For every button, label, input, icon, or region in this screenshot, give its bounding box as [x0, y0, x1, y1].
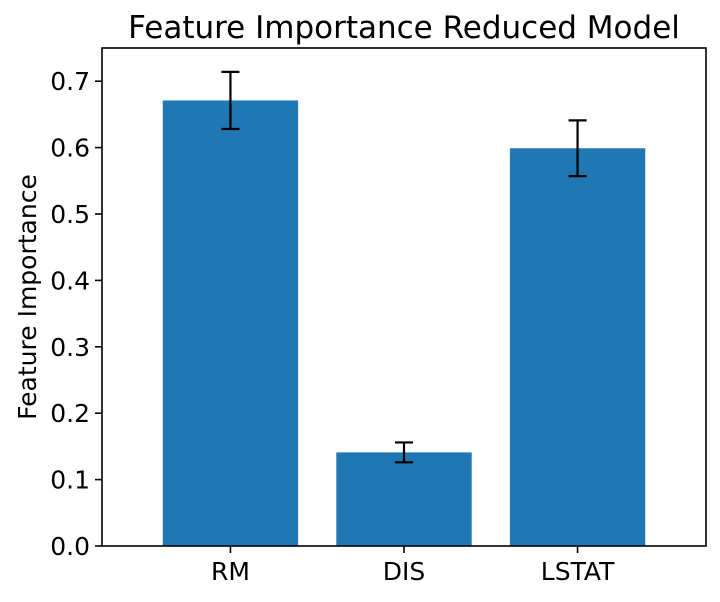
y-tick-label: 0.3: [50, 333, 90, 362]
bar-rm: [162, 100, 299, 547]
bar-lstat: [509, 148, 646, 546]
plot-frame: [101, 47, 707, 547]
y-tick-label: 0.1: [50, 466, 90, 495]
y-tick-label: 0.5: [50, 200, 90, 229]
y-tick-label: 0.6: [50, 134, 90, 163]
x-tick-label-lstat: LSTAT: [541, 557, 615, 586]
y-tick-label: 0.7: [50, 67, 90, 96]
error-bars-layer: [221, 70, 587, 464]
bars-layer: [162, 100, 646, 547]
y-axis-label: Feature Importance: [13, 174, 42, 420]
bar-dis: [336, 452, 472, 546]
chart-title: Feature Importance Reduced Model: [128, 10, 680, 46]
y-tick-label: 0.2: [50, 399, 90, 428]
x-tick-label-rm: RM: [211, 557, 250, 586]
y-axis-ticks: 0.0 0.1 0.2 0.3 0.4 0.5 0.6 0.7: [50, 67, 102, 561]
x-axis-ticks: RM DIS LSTAT: [211, 546, 615, 586]
y-tick-label: 0.4: [50, 266, 90, 295]
x-tick-label-dis: DIS: [383, 557, 426, 586]
y-tick-label: 0.0: [50, 532, 90, 561]
